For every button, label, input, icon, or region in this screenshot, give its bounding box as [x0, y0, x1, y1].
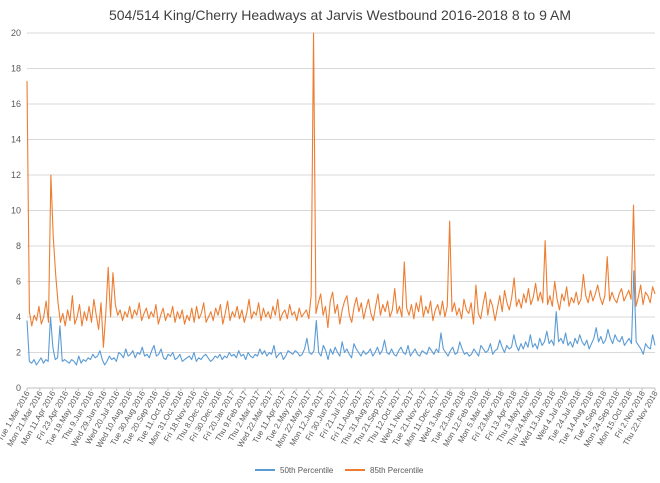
series-line-0	[26, 270, 656, 366]
chart-title: 504/514 King/Cherry Headways at Jarvis W…	[109, 7, 571, 23]
x-axis	[26, 387, 656, 391]
y-tick-label-3: 6	[16, 277, 21, 287]
y-tick-label-9: 18	[11, 64, 21, 74]
y-tick-label-7: 14	[11, 135, 21, 145]
y-tick-label-10: 20	[11, 28, 21, 38]
y-tick-label-4: 8	[16, 241, 21, 251]
legend: 50th Percentile 85th Percentile	[255, 466, 424, 475]
y-tick-label-1: 2	[16, 348, 21, 358]
y-tick-label-2: 4	[16, 312, 21, 322]
legend-label-0: 50th Percentile	[280, 466, 334, 475]
y-tick-label-5: 10	[11, 206, 21, 216]
legend-label-1: 85th Percentile	[370, 466, 424, 475]
y-tick-label-6: 12	[11, 170, 21, 180]
y-axis-tick-labels: 0 2 4 6 8 10 12 14 16 18 20	[11, 28, 21, 393]
y-tick-label-8: 16	[11, 99, 21, 109]
series-lines	[26, 32, 656, 366]
y-tick-label-0: 0	[16, 383, 21, 393]
series-line-1	[26, 32, 656, 348]
